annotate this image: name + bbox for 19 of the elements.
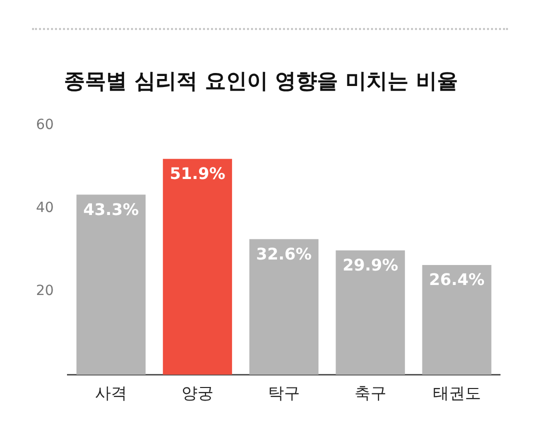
x-tick-label: 탁구 — [268, 384, 300, 403]
x-tick-label: 사격 — [95, 384, 128, 403]
chart-title: 종목별 심리적 요인이 영향을 미치는 비율 — [64, 69, 458, 94]
data-label: 26.4% — [429, 270, 485, 290]
x-tick-label: 양궁 — [181, 384, 214, 403]
data-label: 43.3% — [83, 200, 139, 219]
bar — [422, 264, 492, 375]
x-tick-label: 축구 — [354, 384, 386, 403]
y-tick-label: 20 — [36, 283, 54, 300]
x-tick-label: 태권도 — [432, 384, 481, 403]
bar — [249, 239, 318, 375]
bar — [76, 194, 146, 375]
y-tick-label: 60 — [36, 116, 54, 133]
bar — [336, 250, 405, 375]
bar — [162, 158, 232, 375]
data-label: 51.9% — [170, 164, 226, 184]
data-label: 29.9% — [342, 256, 398, 275]
y-tick-label: 40 — [36, 200, 54, 216]
data-label: 32.6% — [256, 244, 312, 264]
